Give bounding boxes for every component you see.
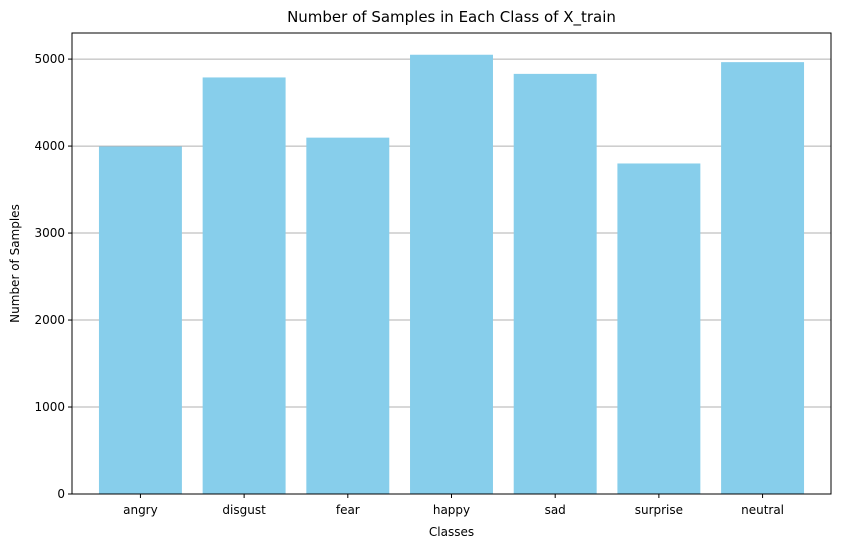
bars: [98, 54, 805, 495]
y-tick-label: 5000: [34, 52, 65, 66]
y-axis-label: Number of Samples: [8, 204, 22, 323]
x-axis-ticks: angry disgust fear happy sad surprise neutral: [123, 494, 784, 517]
bar-angry: [98, 146, 182, 494]
x-tick-label: neutral: [741, 503, 784, 517]
y-tick-label: 2000: [34, 313, 65, 327]
y-axis-ticks: 0 1000 2000 3000 4000 5000: [34, 52, 72, 501]
bar-neutral: [721, 62, 805, 495]
x-tick-label: surprise: [635, 503, 683, 517]
bar-disgust: [202, 77, 286, 494]
y-tick-label: 4000: [34, 139, 65, 153]
bar-fear: [306, 137, 390, 494]
x-tick-label: sad: [545, 503, 566, 517]
x-tick-label: fear: [336, 503, 360, 517]
bar-happy: [410, 54, 493, 495]
x-tick-label: happy: [433, 503, 470, 517]
chart-title: Number of Samples in Each Class of X_tra…: [287, 8, 616, 27]
x-axis-label: Classes: [429, 525, 474, 539]
x-tick-label: disgust: [222, 503, 266, 517]
y-tick-label: 1000: [34, 400, 65, 414]
y-tick-label: 0: [57, 487, 65, 501]
bar-sad: [513, 73, 597, 494]
y-tick-label: 3000: [34, 226, 65, 240]
x-tick-label: angry: [123, 503, 158, 517]
bar-surprise: [617, 163, 701, 495]
